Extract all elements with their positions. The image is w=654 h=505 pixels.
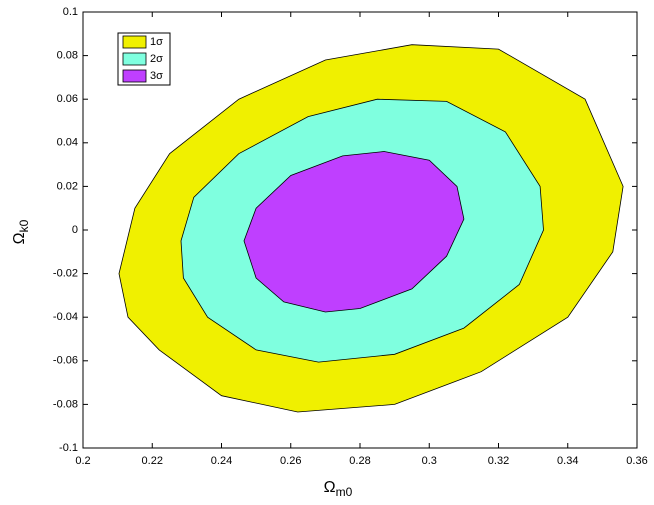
x-tick-label: 0.3	[422, 455, 437, 467]
y-axis-label: Ωk0	[11, 219, 31, 244]
x-tick-label: 0.22	[142, 455, 163, 467]
y-tick-label: -0.06	[53, 355, 78, 367]
y-tick-label: -0.04	[53, 311, 78, 323]
x-label-symbol: Ω	[324, 479, 336, 496]
x-tick-label: 0.32	[488, 455, 509, 467]
x-tick-label: 0.34	[557, 455, 578, 467]
contour-region	[243, 151, 465, 313]
x-tick-label: 0.28	[349, 455, 370, 467]
x-tick-label: 0.24	[211, 455, 232, 467]
y-tick-label: 0.02	[57, 180, 78, 192]
y-tick-label: 0	[72, 224, 78, 236]
legend-label: 2σ	[150, 53, 163, 65]
y-label-symbol: Ω	[11, 232, 28, 244]
legend-swatch	[122, 35, 147, 49]
y-tick-label: 0.1	[63, 6, 78, 18]
y-tick-label: -0.08	[53, 398, 78, 410]
x-axis-label: Ωm0	[324, 479, 353, 499]
y-tick-label: 0.04	[57, 137, 78, 149]
y-tick-label: 0.08	[57, 50, 78, 62]
x-tick-label: 0.26	[280, 455, 301, 467]
y-tick-label: -0.1	[59, 442, 78, 454]
x-label-subscript: m0	[336, 485, 353, 499]
legend-label: 3σ	[150, 70, 163, 82]
x-tick-label: 0.2	[75, 455, 90, 467]
x-tick-label: 0.36	[626, 455, 647, 467]
legend-swatch	[122, 69, 147, 83]
y-tick-label: 0.06	[57, 93, 78, 105]
legend-label: 1σ	[150, 36, 163, 48]
legend-swatch	[122, 52, 147, 66]
y-label-subscript: k0	[17, 219, 31, 232]
y-tick-label: -0.02	[53, 268, 78, 280]
